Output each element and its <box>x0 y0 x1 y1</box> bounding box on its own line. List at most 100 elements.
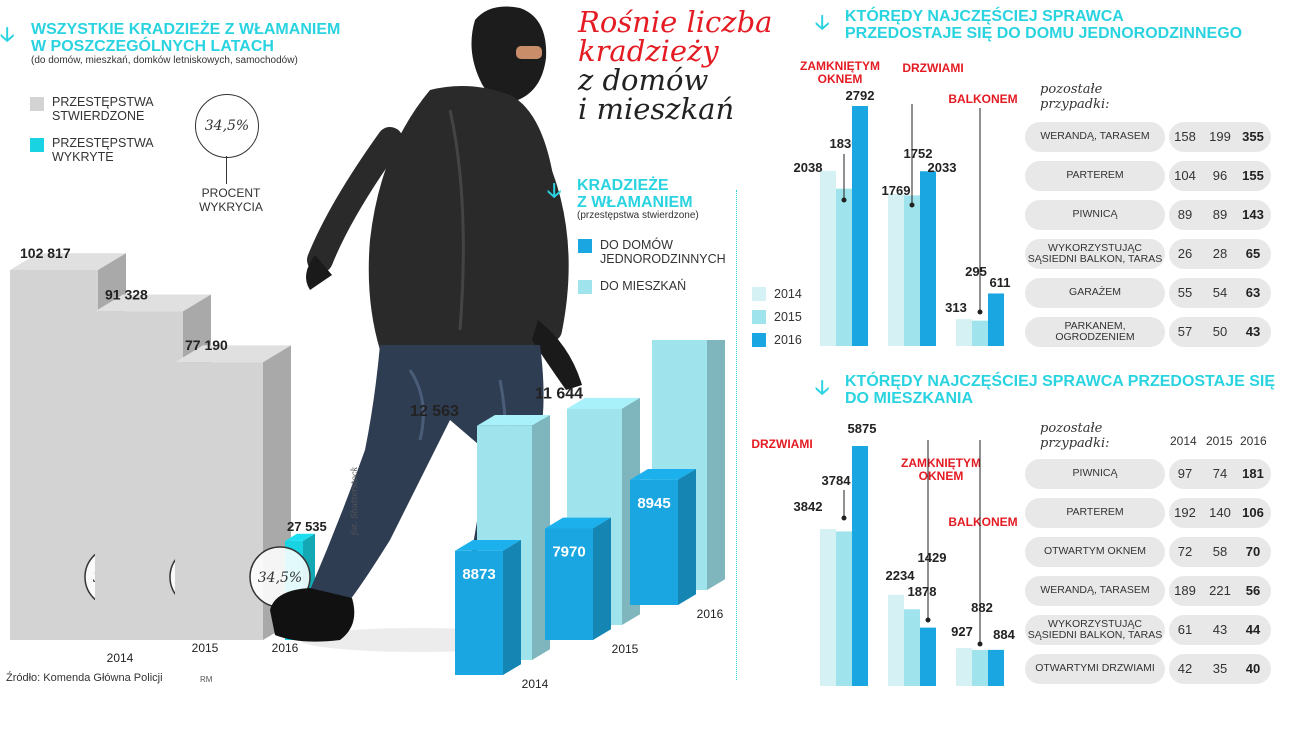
panel4-title-line: DO MIESZKANIA <box>845 390 973 407</box>
legend-swatch-2015 <box>752 310 766 324</box>
bar-mieszkania-side <box>707 340 725 590</box>
panel2-title-line: KRADZIEŻE <box>577 177 669 194</box>
row-values-pill <box>1169 278 1271 308</box>
row-label-line: OGRODZENIEM <box>1055 331 1135 343</box>
row-value-2014: 26 <box>1177 246 1193 261</box>
bar-2016 <box>988 293 1004 346</box>
row-label: OTWARTYM OKNEM <box>1025 546 1165 557</box>
other-label-line: pozostałe <box>1040 82 1103 97</box>
legend-label-stwierdzone: PRZESTĘPSTWA STWIERDZONE <box>52 95 154 123</box>
row-label-line: WYKORZYSTUJĄC <box>1048 618 1142 630</box>
other-case-row: OTWARTYMI DRZWIAMI 42 35 40 <box>1025 654 1271 684</box>
other-case-row: WERANDĄ, TARASEM 158 199 355 <box>1025 122 1271 152</box>
year-header-2015: 2015 <box>1206 434 1233 448</box>
row-label-line: PARTEREM <box>1066 169 1124 181</box>
row-value-2015: 43 <box>1212 622 1228 637</box>
other-cases-label: pozostałe przypadki: <box>1040 82 1110 112</box>
row-label-pill <box>1025 576 1165 606</box>
data-label: 2234 <box>886 568 916 583</box>
row-value-2015: 50 <box>1212 324 1228 339</box>
data-label: 1752 <box>904 146 933 161</box>
bar-2014 <box>956 648 972 686</box>
row-label-line: WERANDĄ, TARASEM <box>1040 130 1150 142</box>
row-value-2015: 58 <box>1212 544 1228 559</box>
other-case-row: OTWARTYM OKNEM 72 58 70 <box>1025 537 1271 567</box>
row-values-pill <box>1169 122 1271 152</box>
row-value-2014: 72 <box>1177 544 1193 559</box>
bar-mieszkania-top <box>567 397 640 409</box>
data-label-stwierdzone: 102 817 <box>20 245 71 261</box>
row-values-pill <box>1169 576 1271 606</box>
bar-stwierdzone <box>10 270 98 640</box>
row-label-pill <box>1025 278 1165 308</box>
other-case-row: PARTEREM 104 96 155 <box>1025 161 1271 191</box>
data-label: 2033 <box>928 160 957 175</box>
bar-2015 <box>836 531 852 686</box>
row-label-pill <box>1025 122 1165 152</box>
row-label: WERANDĄ, TARASEM <box>1025 585 1165 596</box>
data-label: 3784 <box>822 473 852 488</box>
row-values-pill <box>1169 200 1271 230</box>
bar-wykryte-top <box>285 533 315 541</box>
row-value-2014: 55 <box>1177 285 1193 300</box>
main-title-line: z domów <box>578 63 709 97</box>
data-label: 3842 <box>794 499 823 514</box>
bar-2016 <box>852 106 868 346</box>
bar-2015 <box>904 609 920 686</box>
bar-domy-side <box>593 517 611 640</box>
data-label-stwierdzone: 91 328 <box>105 286 148 302</box>
other-case-row: WYKORZYSTUJĄC SĄSIEDNI BALKON, TARAS 61 43 4… <box>1025 615 1271 645</box>
row-label-line: WERANDĄ, TARASEM <box>1040 584 1150 596</box>
row-value-2015: 96 <box>1212 168 1228 183</box>
legend-label-mieszkania: DO MIESZKAŃ <box>600 279 686 293</box>
row-label-pill <box>1025 317 1165 347</box>
bar-2015 <box>972 320 988 346</box>
row-label: OTWARTYMI DRZWIAMI <box>1025 663 1165 674</box>
row-label-line: SĄSIEDNI BALKON, TARAS <box>1027 253 1163 265</box>
row-value-2015: 199 <box>1209 129 1231 144</box>
legend-label-domy: DO DOMÓW JEDNORODZINNYCH <box>600 238 726 266</box>
bar-stwierdzone <box>95 311 183 640</box>
row-value-2014: 42 <box>1177 661 1193 676</box>
row-label: PIWNICĄ <box>1025 468 1165 479</box>
category-label-zamknietym-oknem-flat: ZAMKNIĘTYM OKNEM <box>893 457 989 483</box>
data-label-domy: 8945 <box>637 495 670 512</box>
row-value-2015: 74 <box>1212 466 1228 481</box>
legend-swatch-wykryte <box>30 138 44 152</box>
row-value-2015: 140 <box>1209 505 1231 520</box>
legend-line: WYKRYTE <box>52 150 114 164</box>
bar-2016 <box>988 649 1004 686</box>
category-line: ZAMKNIĘTYM <box>901 456 981 470</box>
row-value-2014: 104 <box>1174 168 1196 183</box>
row-label-line: OTWARTYMI DRZWIAMI <box>1035 662 1155 674</box>
bar-2015 <box>836 188 852 346</box>
row-values-pill <box>1169 498 1271 528</box>
row-value-2016: 40 <box>1245 661 1261 676</box>
bar-domy-top <box>545 517 611 529</box>
bar-2014 <box>956 319 972 346</box>
bar-2014 <box>820 529 836 686</box>
bar-domy <box>545 528 593 640</box>
row-label: GARAŻEM <box>1025 287 1165 298</box>
bar-stwierdzone-top <box>175 345 291 363</box>
legend-line: DO DOMÓW <box>600 238 673 252</box>
year-label: 2015 <box>612 642 639 656</box>
legend-line: PROCENT <box>201 186 261 200</box>
category-label-zamknietym-oknem: ZAMKNIĘTYM OKNEM <box>792 60 888 86</box>
row-values-pill <box>1169 239 1271 269</box>
main-title-line: kradzieży <box>578 34 719 68</box>
row-label-line: PIWNICĄ <box>1072 467 1118 479</box>
year-header-2016: 2016 <box>1240 434 1267 448</box>
row-label-line: SĄSIEDNI BALKON, TARAS <box>1027 629 1163 641</box>
author-mark: RM <box>200 675 213 684</box>
bar-2014 <box>888 594 904 686</box>
data-label: 882 <box>971 600 993 615</box>
bar-mieszkania-top <box>477 414 550 426</box>
year-header-2014: 2014 <box>1170 434 1197 448</box>
row-value-2016: 63 <box>1245 285 1261 300</box>
panel2-title: KRADZIEŻE Z WŁAMANIEM <box>577 177 693 211</box>
bar-2015 <box>904 195 920 346</box>
other-case-row: PARKANEM, OGRODZENIEM 57 50 43 <box>1025 317 1271 347</box>
bar-stwierdzone <box>175 362 263 640</box>
